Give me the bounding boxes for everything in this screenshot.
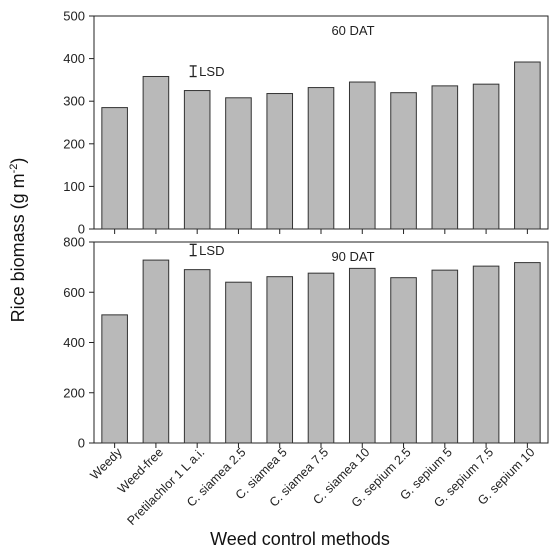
x-axis-title: Weed control methods <box>210 529 390 549</box>
y-tick-label: 400 <box>63 335 85 350</box>
y-tick-label: 300 <box>63 94 85 109</box>
bar <box>348 81 376 230</box>
chart-panels: 0 100 200 300 400 500 60 DAT LSD 0 200 400 600 800 90… <box>63 9 549 451</box>
bar <box>390 92 417 230</box>
y-tick-label: 600 <box>63 285 85 300</box>
y-tick-label: 800 <box>63 235 85 250</box>
panel-title: 90 DAT <box>331 249 374 264</box>
y-tick-label: 400 <box>63 51 85 66</box>
bar <box>472 265 500 444</box>
bar <box>101 107 128 230</box>
lsd-label: LSD <box>199 64 224 79</box>
bar <box>266 93 294 230</box>
y-tick-label: 100 <box>63 179 85 194</box>
bar <box>514 262 541 444</box>
panel-90dat: 0 200 400 600 800 90 DAT LSD <box>63 235 549 451</box>
bar <box>183 269 211 444</box>
bar <box>142 259 170 444</box>
bar <box>266 276 294 444</box>
x-category-label: Weedy <box>88 445 126 483</box>
y-axis-title-sup: -2 <box>8 164 20 174</box>
panel-60dat: 0 100 200 300 400 500 60 DAT LSD <box>63 9 549 237</box>
bar <box>348 267 376 444</box>
y-tick-label: 200 <box>63 385 85 400</box>
y-axis-title-close: ) <box>8 158 28 164</box>
y-axis-title-text: Rice biomass (g m <box>8 173 28 322</box>
y-tick-label: 500 <box>63 9 85 24</box>
bar <box>431 85 459 230</box>
bar <box>514 61 541 230</box>
bar <box>431 269 459 444</box>
y-tick-label: 0 <box>78 436 85 451</box>
y-axis-title: Rice biomass (g m-2) <box>8 158 28 323</box>
bar <box>390 277 417 444</box>
bar <box>142 75 170 230</box>
lsd-label: LSD <box>199 243 224 258</box>
panel-title: 60 DAT <box>331 23 374 38</box>
bar <box>307 87 335 230</box>
y-tick-label: 200 <box>63 136 85 151</box>
bar <box>225 97 252 230</box>
x-category-label: Pretilachlor 1 L a.i. <box>125 445 208 528</box>
y-tick-label: 0 <box>78 222 85 237</box>
bar <box>183 90 211 230</box>
bar <box>101 314 128 444</box>
bar <box>225 281 252 444</box>
bar <box>472 83 500 230</box>
bar <box>307 272 335 444</box>
